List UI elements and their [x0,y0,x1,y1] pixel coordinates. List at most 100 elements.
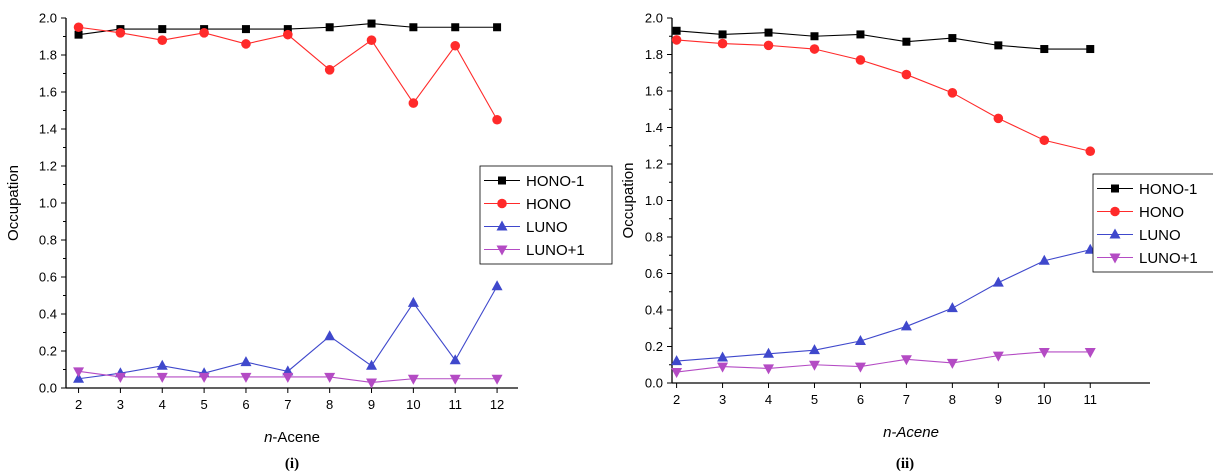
chart1-data-point [73,372,85,383]
chart2-data-point [717,38,728,49]
chart1-data-point [115,28,126,38]
chart2-series-1 [671,35,1096,157]
chart2-data-point [671,368,683,379]
chart2-xtick-label: 3 [719,392,726,407]
chart2-data-point [763,347,775,358]
chart1-data-point [409,23,418,32]
chart1-data-point [449,354,461,365]
chart2-data-point [855,55,866,65]
chart1-panel-label: (i) [285,456,299,472]
chart2-series-3 [671,347,1096,379]
chart1-legend: HONO-1 HONO LUNO LUNO+1 [479,165,613,265]
chart2-data-point [1039,135,1050,146]
chart2-data-point [901,69,912,80]
chart2-ytick-label: 1.8 [645,47,663,62]
chart1-xtick-label: 9 [368,397,375,412]
chart2-data-point [717,362,729,373]
chart2-legend-label: HONO [1139,204,1184,221]
chart1-ytick-label: 0.0 [39,381,57,396]
chart2-xtick-label: 10 [1037,392,1051,407]
chart1-data-point [114,372,126,383]
chart2-data-point [992,276,1004,287]
chart1-legend-marker [498,176,506,185]
chart1-data-point [198,372,210,383]
chart1-x-axis-title: n-Acene [264,429,320,446]
chart2-data-point [902,37,911,46]
chart2-data-point [948,34,957,43]
chart1-legend-marker [496,220,508,231]
chart2-xtick-label: 2 [673,392,680,407]
chart1-legend-marker [497,198,507,209]
chart1-legend-label: HONO [526,196,571,213]
chart2-data-point [993,113,1004,124]
chart1-legend-label: HONO-1 [526,173,584,190]
chart1-legend-label: LUNO+1 [526,242,585,259]
chart2-data-point [1040,45,1049,54]
chart2-legend-marker [1110,206,1120,217]
chart1-data-point [241,39,251,49]
chart1-data-point [366,35,377,45]
chart1-ytick-label: 0.4 [39,307,57,322]
chart2-xtick-label: 9 [995,392,1002,407]
chart2-ytick-label: 1.0 [645,193,663,208]
chart2-data-point [856,30,865,39]
chart1-xtick-label: 3 [117,397,124,412]
chart2-ytick-label: 1.6 [645,84,663,99]
chart2-ytick-label: 0.4 [645,303,663,318]
chart2-series-2 [671,243,1096,366]
chart2-data-point [671,355,683,366]
chart1: 0.0 0.2 0.4 0.6 0.8 1.0 1.2 1.4 1.6 1.8 2.0 2 3 4 5 6 7 8… [5,11,613,472]
chart2-legend-label: LUNO [1139,227,1181,244]
chart2-x-axis-title-italic: n-Acene [883,424,939,441]
chart2-legend-label: LUNO+1 [1139,250,1198,267]
chart1-data-point [156,372,168,383]
chart2-data-point [1038,347,1050,358]
chart2-data-point [671,35,682,45]
chart1-xtick-label: 12 [490,397,504,412]
chart1-data-point [367,19,376,28]
chart2-data-point [854,362,866,373]
chart2-data-point [900,320,912,331]
chart2-panel-label: (ii) [896,456,914,472]
chart2-y-axis-title: Occupation [620,163,637,239]
chart2-xtick-label: 6 [857,392,864,407]
chart1-data-point [366,378,378,389]
chart1-data-point [407,296,419,307]
chart1-xtick-label: 5 [200,397,207,412]
chart1-data-point [492,114,502,125]
chart2-series-line [676,30,1091,50]
chart1-data-point [407,374,419,385]
chart2-data-point [808,360,820,371]
chart2-data-point [947,88,958,98]
chart1-data-point [240,372,252,383]
chart2-data-point [854,335,866,346]
chart1-data-point [493,23,502,32]
chart1-series-1 [73,22,502,125]
chart1-ytick-label: 0.8 [39,233,57,248]
chart1-series-2 [73,280,503,383]
chart1-xtick-label: 7 [284,397,291,412]
chart2-ytick-label: 1.4 [645,120,663,135]
chart1-data-point [282,372,294,383]
chart2-xtick-label: 5 [811,392,818,407]
chart1-data-point [282,365,294,376]
chart2-ytick-label: 1.2 [645,157,663,172]
chart2-data-point [1084,347,1096,358]
chart2-xtick-label: 4 [765,392,772,407]
chart1-xtick-label: 10 [406,397,420,412]
chart2-data-point [808,344,820,355]
chart1-series-line [78,26,498,121]
chart1-legend-marker [496,245,508,256]
chart2-data-point [946,358,958,369]
chart1-ytick-label: 1.6 [39,85,57,100]
chart1-series-3 [73,367,503,389]
chart1-xtick-label: 6 [242,397,249,412]
chart1-data-point [324,372,336,383]
chart1-data-point [491,280,503,291]
chart2-ytick-label: 0.0 [645,376,663,391]
chart1-data-point [283,29,293,40]
chart1-ytick-label: 1.0 [39,196,57,211]
chart1-xtick-label: 2 [75,397,82,412]
chart1-data-point [157,35,168,45]
